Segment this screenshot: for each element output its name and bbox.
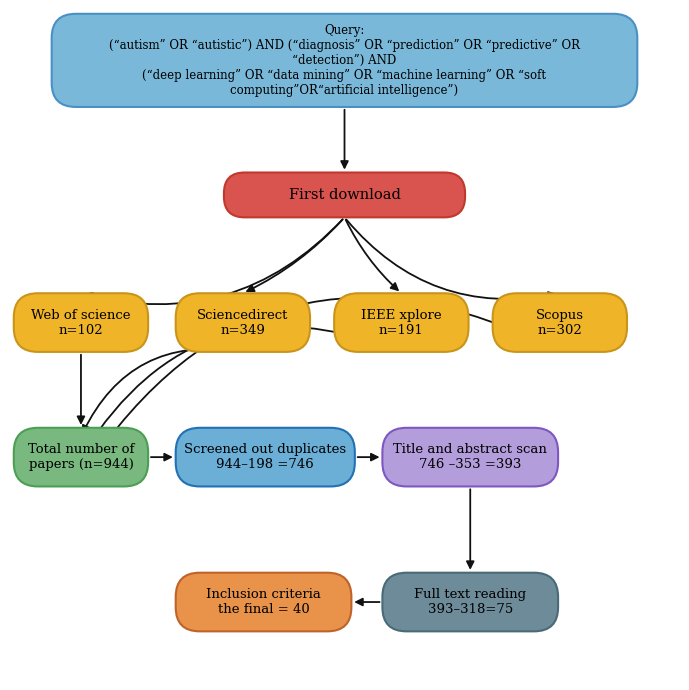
FancyBboxPatch shape <box>52 14 637 107</box>
FancyBboxPatch shape <box>176 573 351 631</box>
Text: Sciencedirect
n=349: Sciencedirect n=349 <box>197 308 289 337</box>
Text: Title and abstract scan
746 –353 =393: Title and abstract scan 746 –353 =393 <box>393 443 547 471</box>
Text: Inclusion criteria
the final = 40: Inclusion criteria the final = 40 <box>206 588 321 616</box>
FancyBboxPatch shape <box>14 293 148 352</box>
Text: IEEE xplore
n=191: IEEE xplore n=191 <box>361 308 442 337</box>
FancyBboxPatch shape <box>14 428 148 486</box>
Text: Web of science
n=102: Web of science n=102 <box>31 308 131 337</box>
Text: First download: First download <box>289 188 400 202</box>
FancyBboxPatch shape <box>382 428 558 486</box>
Text: Query:
(“autism” OR “autistic”) AND (“diagnosis” OR “prediction” OR “predictive”: Query: (“autism” OR “autistic”) AND (“di… <box>109 24 580 97</box>
FancyBboxPatch shape <box>334 293 469 352</box>
FancyBboxPatch shape <box>176 293 310 352</box>
FancyBboxPatch shape <box>493 293 627 352</box>
FancyBboxPatch shape <box>176 428 355 486</box>
Text: Total number of
papers (n=944): Total number of papers (n=944) <box>28 443 134 471</box>
Text: Screened out duplicates
944–198 =746: Screened out duplicates 944–198 =746 <box>184 443 347 471</box>
FancyBboxPatch shape <box>224 172 465 217</box>
FancyBboxPatch shape <box>382 573 558 631</box>
Text: Full text reading
393–318=75: Full text reading 393–318=75 <box>414 588 526 616</box>
Text: Scopus
n=302: Scopus n=302 <box>536 308 584 337</box>
